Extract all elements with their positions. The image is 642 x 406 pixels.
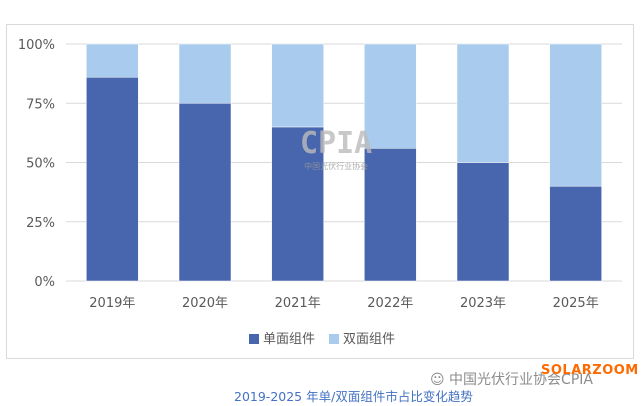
bar-segment-double — [86, 43, 139, 78]
solarzoom-watermark: SOLARZOOM — [541, 363, 639, 378]
x-tick-label: 2023年 — [460, 296, 506, 311]
y-tick-label: 100% — [18, 38, 55, 53]
y-tick-label: 0% — [34, 275, 55, 290]
bar-segment-single — [364, 148, 417, 282]
y-tick-label: 50% — [26, 157, 55, 172]
x-tick-label: 2020年 — [182, 296, 228, 311]
bar-segment-double — [271, 43, 324, 128]
bar-segment-double — [549, 43, 602, 187]
logo-subtext: 中国光伏行业协会 — [304, 162, 369, 171]
figure-caption: 2019-2025 年单/双面组件市占比变化趋势 — [234, 389, 473, 404]
legend-label: 双面组件 — [343, 332, 396, 347]
bar-segment-double — [364, 43, 417, 149]
x-tick-label: 2022年 — [367, 296, 413, 311]
legend-label: 单面组件 — [263, 332, 316, 347]
logo-text: CPIA — [300, 126, 373, 161]
bar-segment-single — [549, 185, 602, 282]
y-tick-label: 75% — [26, 97, 55, 112]
legend-item-single: 单面组件 — [249, 328, 315, 347]
legend-item-double: 双面组件 — [329, 328, 395, 347]
legend-swatch — [329, 334, 340, 344]
legend-swatch — [249, 334, 259, 344]
y-tick-label: 25% — [26, 216, 55, 231]
watermark-text: 中国光伏行业协会CPIA — [449, 372, 593, 388]
legend: 单面组件 双面组件 — [249, 328, 395, 347]
bar-segment-single — [86, 76, 139, 282]
wechat-watermark: ☺ 中国光伏行业协会CPIA — [430, 372, 593, 388]
x-tick-label: 2025年 — [553, 296, 599, 311]
bar-segment-single — [456, 162, 510, 282]
bar-segment-single — [178, 103, 232, 282]
x-tick-label: 2019年 — [89, 296, 135, 311]
chart-frame — [6, 24, 634, 359]
x-tick-label: 2021年 — [275, 296, 321, 311]
bar-segment-single — [271, 126, 324, 282]
cpia-watermark-logo: CPIA 中国光伏行业协会 — [300, 126, 372, 172]
bar-segment-double — [456, 43, 510, 163]
bar-segment-double — [178, 43, 232, 104]
